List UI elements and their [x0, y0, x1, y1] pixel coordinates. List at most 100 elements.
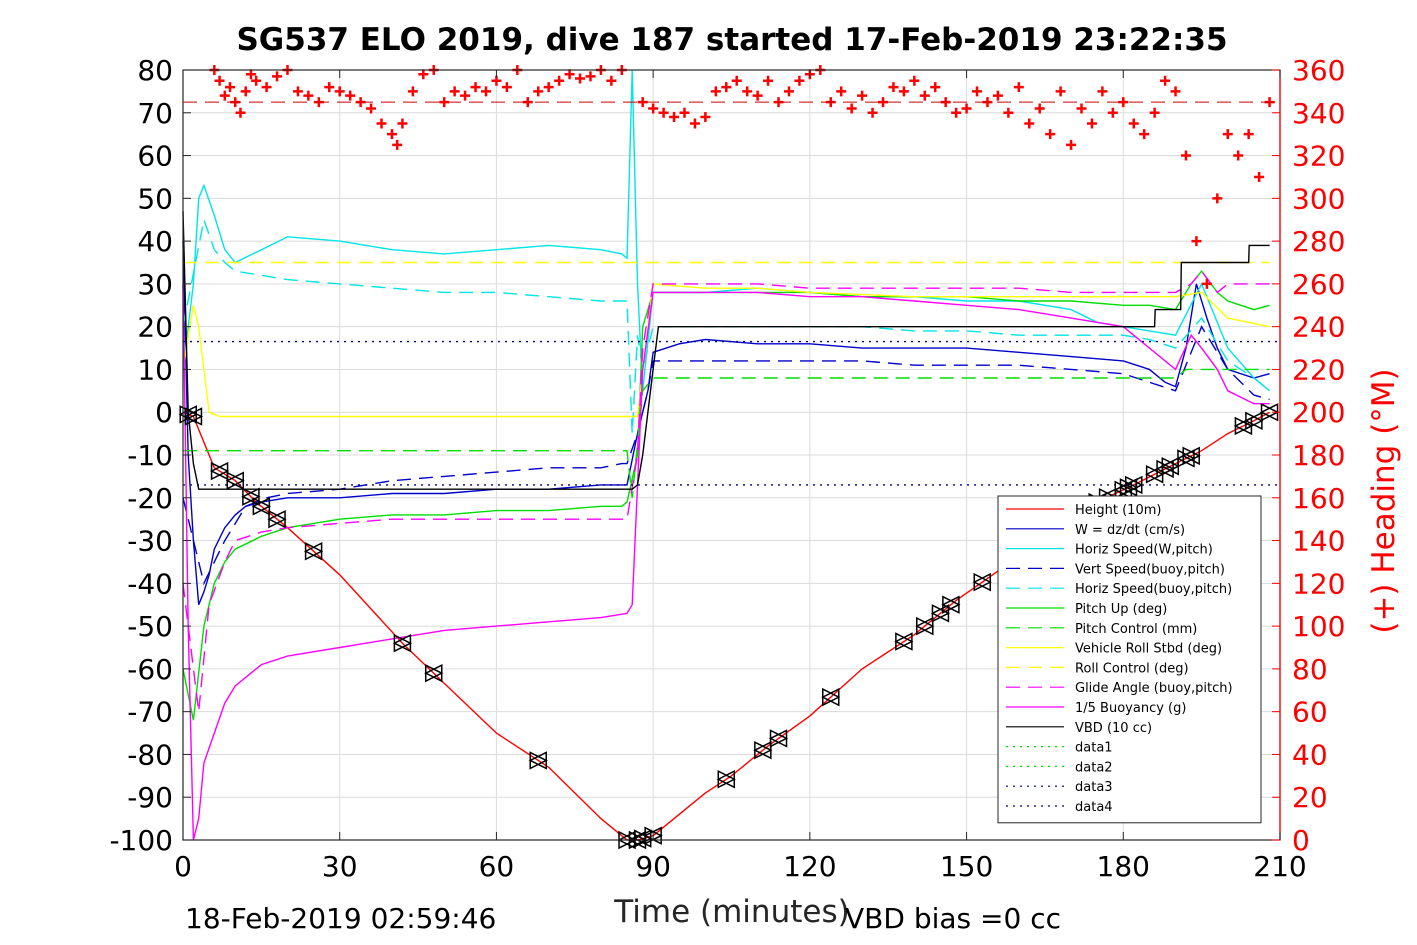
y-tick-label: -20 — [127, 482, 173, 515]
legend-label: Pitch Up (deg) — [1075, 602, 1167, 617]
heading-point — [261, 82, 272, 93]
right-axis: 0 20 40 60 80 100 120 140 160 180 200 220 240 260 280 3… — [183, 54, 1345, 857]
heading-point — [867, 107, 878, 118]
series-line-6 — [183, 368, 1270, 498]
heading-point — [836, 86, 847, 97]
heading-point — [407, 86, 418, 97]
heading-point — [857, 90, 868, 101]
heading-point — [575, 73, 586, 84]
footer-vbd-bias: VBD bias =0 cc — [845, 902, 1061, 935]
heading-point — [585, 71, 596, 82]
y-tick-label: 40 — [137, 225, 173, 258]
y-tick-label: 80 — [137, 54, 173, 87]
y2-tick-label: 60 — [1292, 696, 1328, 729]
legend-label: data4 — [1075, 800, 1113, 815]
y2-tick-label: 220 — [1292, 353, 1345, 386]
y-tick-label: -90 — [127, 781, 173, 814]
series-line-4 — [182, 217, 1271, 434]
height-marker — [717, 770, 736, 789]
heading-point — [742, 86, 753, 97]
x-tick-label: 180 — [1097, 850, 1150, 883]
heading-point — [1170, 86, 1181, 97]
heading-point — [392, 139, 403, 150]
heading-point — [1160, 75, 1171, 86]
heading-point — [752, 90, 763, 101]
height-marker — [1182, 446, 1201, 466]
heading-point — [1003, 107, 1014, 118]
y-tick-label: -80 — [127, 738, 173, 771]
heading-point — [1076, 103, 1087, 114]
x-axis-label: Time (minutes) — [613, 894, 849, 930]
height-marker — [424, 663, 444, 683]
height-marker — [184, 407, 204, 426]
y2-tick-label: 20 — [1292, 781, 1328, 814]
x-tick-label: 0 — [174, 850, 192, 883]
series-layer — [182, 69, 1280, 841]
heading-point — [846, 103, 857, 114]
height-marker — [822, 687, 841, 707]
left-axis: -100-90-80-70-60-50-40-30-20-10010203040… — [109, 54, 191, 857]
y2-tick-label: 180 — [1292, 439, 1345, 472]
heading-point — [794, 75, 805, 86]
legend-box — [997, 495, 1262, 824]
heading-point — [721, 82, 732, 93]
heading-point — [898, 86, 909, 97]
x-tick-label: 30 — [322, 850, 358, 883]
y2-tick-label: 40 — [1292, 738, 1328, 771]
y2-tick-label: 140 — [1292, 525, 1345, 558]
y-tick-label: -10 — [127, 439, 173, 472]
y2-tick-label: 200 — [1292, 396, 1345, 429]
y2-tick-label: 0 — [1292, 824, 1310, 857]
heading-point — [763, 75, 774, 86]
heading-point — [1024, 118, 1035, 129]
heading-point — [1107, 107, 1118, 118]
height-marker — [895, 632, 914, 651]
heading-point — [888, 82, 899, 93]
heading-point — [1139, 129, 1150, 140]
heading-point — [1034, 103, 1045, 114]
height-marker — [304, 542, 324, 561]
height-marker — [210, 461, 230, 481]
heading-point — [225, 82, 236, 93]
y2-tick-label: 80 — [1292, 653, 1328, 686]
height-marker — [1145, 465, 1165, 484]
series-line-11 — [182, 211, 1270, 490]
y-tick-label: -30 — [127, 525, 173, 558]
y-tick-label: 20 — [137, 311, 173, 344]
height-marker — [769, 729, 789, 748]
height-marker — [242, 487, 261, 506]
heading-point — [877, 97, 888, 108]
y-tick-label: 60 — [137, 140, 173, 173]
heading-point — [564, 69, 575, 80]
heading-point — [292, 86, 303, 97]
legend-label: Vert Speed(buoy,pitch) — [1075, 562, 1225, 577]
y2-axis-label: (+) Heading (°M) — [1366, 368, 1402, 633]
x-tick-label: 120 — [783, 850, 836, 883]
heading-point — [961, 103, 972, 114]
heading-point — [919, 90, 930, 101]
heading-point — [386, 129, 397, 140]
y2-tick-label: 340 — [1292, 97, 1345, 130]
heading-point — [235, 107, 246, 118]
series-line-2 — [182, 69, 1271, 392]
y-tick-label: 10 — [137, 353, 173, 386]
heading-point — [533, 86, 544, 97]
heading-point — [1066, 139, 1077, 150]
legend: Height (10m) W = dz/dt (cm/s) Horiz Speed(… — [997, 495, 1262, 824]
legend-label: Glide Angle (buoy,pitch) — [1075, 681, 1233, 696]
legend-label: Roll Control (deg) — [1075, 661, 1189, 676]
height-marker — [1260, 403, 1280, 422]
height-marker — [1124, 475, 1144, 495]
legend-label: Height (10m) — [1075, 503, 1161, 518]
y-tick-label: -40 — [127, 567, 173, 600]
series-line-5 — [182, 269, 1270, 721]
y2-tick-label: 240 — [1292, 311, 1345, 344]
heading-point — [972, 86, 983, 97]
heading-point — [470, 82, 481, 93]
height-marker — [633, 829, 653, 848]
y-tick-label: -100 — [109, 824, 173, 857]
heading-point — [1233, 150, 1244, 161]
heading-point — [334, 86, 345, 97]
heading-point — [1254, 171, 1265, 182]
